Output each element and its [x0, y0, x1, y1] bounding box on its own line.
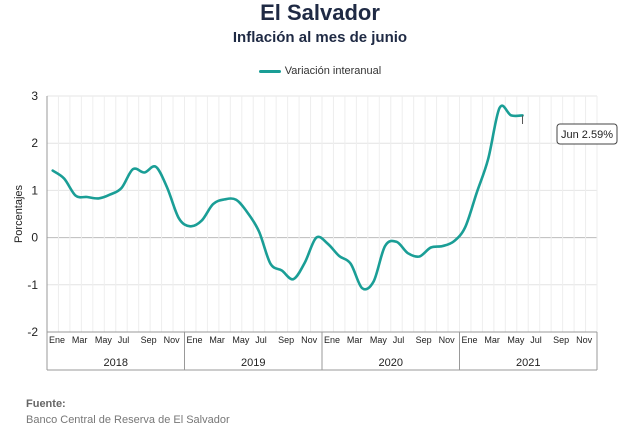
x-tick-label: Ene	[324, 335, 340, 345]
y-tick-label: 3	[31, 89, 38, 103]
chart-title: El Salvador	[260, 0, 380, 25]
y-axis-label: Porcentajes	[13, 184, 25, 243]
x-tick-label: Jul	[118, 335, 130, 345]
x-tick-label: May	[370, 335, 388, 345]
source-text: Banco Central de Reserva de El Salvador	[26, 414, 230, 426]
x-tick-label: May	[507, 335, 525, 345]
chart-subtitle: Inflación al mes de junio	[232, 29, 408, 46]
annotation-label: Jun 2.59%	[561, 129, 613, 141]
x-tick-label: Sep	[141, 335, 157, 345]
x-tick-label: Mar	[484, 335, 500, 345]
x-tick-label: Ene	[462, 335, 478, 345]
x-tick-label: Nov	[576, 335, 593, 345]
x-tick-label: Mar	[209, 335, 225, 345]
x-tick-label: Sep	[553, 335, 569, 345]
x-tick-label: Sep	[278, 335, 294, 345]
x-tick-label: Jul	[255, 335, 267, 345]
x-tick-label: Mar	[347, 335, 363, 345]
x-tick-label: Nov	[164, 335, 181, 345]
y-tick-label: 0	[31, 231, 38, 245]
y-tick-label: 1	[31, 183, 38, 197]
x-tick-label: Nov	[439, 335, 456, 345]
x-tick-label: Sep	[416, 335, 432, 345]
source-label: Fuente:	[26, 398, 66, 410]
y-tick-label: 2	[31, 136, 38, 150]
line-chart: -2 -1 0 1 2 3 Ene Mar May Jul Sep Nov Ene Mar May Jul Se…	[13, 89, 618, 371]
year-label: 2021	[516, 357, 540, 369]
x-tick-label: Ene	[187, 335, 203, 345]
x-tick-label: Nov	[301, 335, 318, 345]
series-line	[51, 104, 524, 291]
x-tick-label: Mar	[72, 335, 88, 345]
x-tick-label: May	[95, 335, 113, 345]
x-tick-label: Ene	[49, 335, 65, 345]
year-label: 2018	[104, 357, 128, 369]
y-tick-label: -1	[27, 278, 38, 292]
x-tick-label: Jul	[530, 335, 542, 345]
x-tick-label: Jul	[393, 335, 405, 345]
y-tick-label: -2	[27, 325, 38, 339]
year-label: 2019	[241, 357, 265, 369]
x-tick-label: May	[232, 335, 250, 345]
legend-label: Variación interanual	[284, 65, 382, 77]
legend-swatch	[258, 69, 281, 73]
annotation-box	[556, 123, 618, 145]
legend[interactable]: Variación interanual	[0, 65, 640, 77]
year-label: 2020	[379, 357, 403, 369]
